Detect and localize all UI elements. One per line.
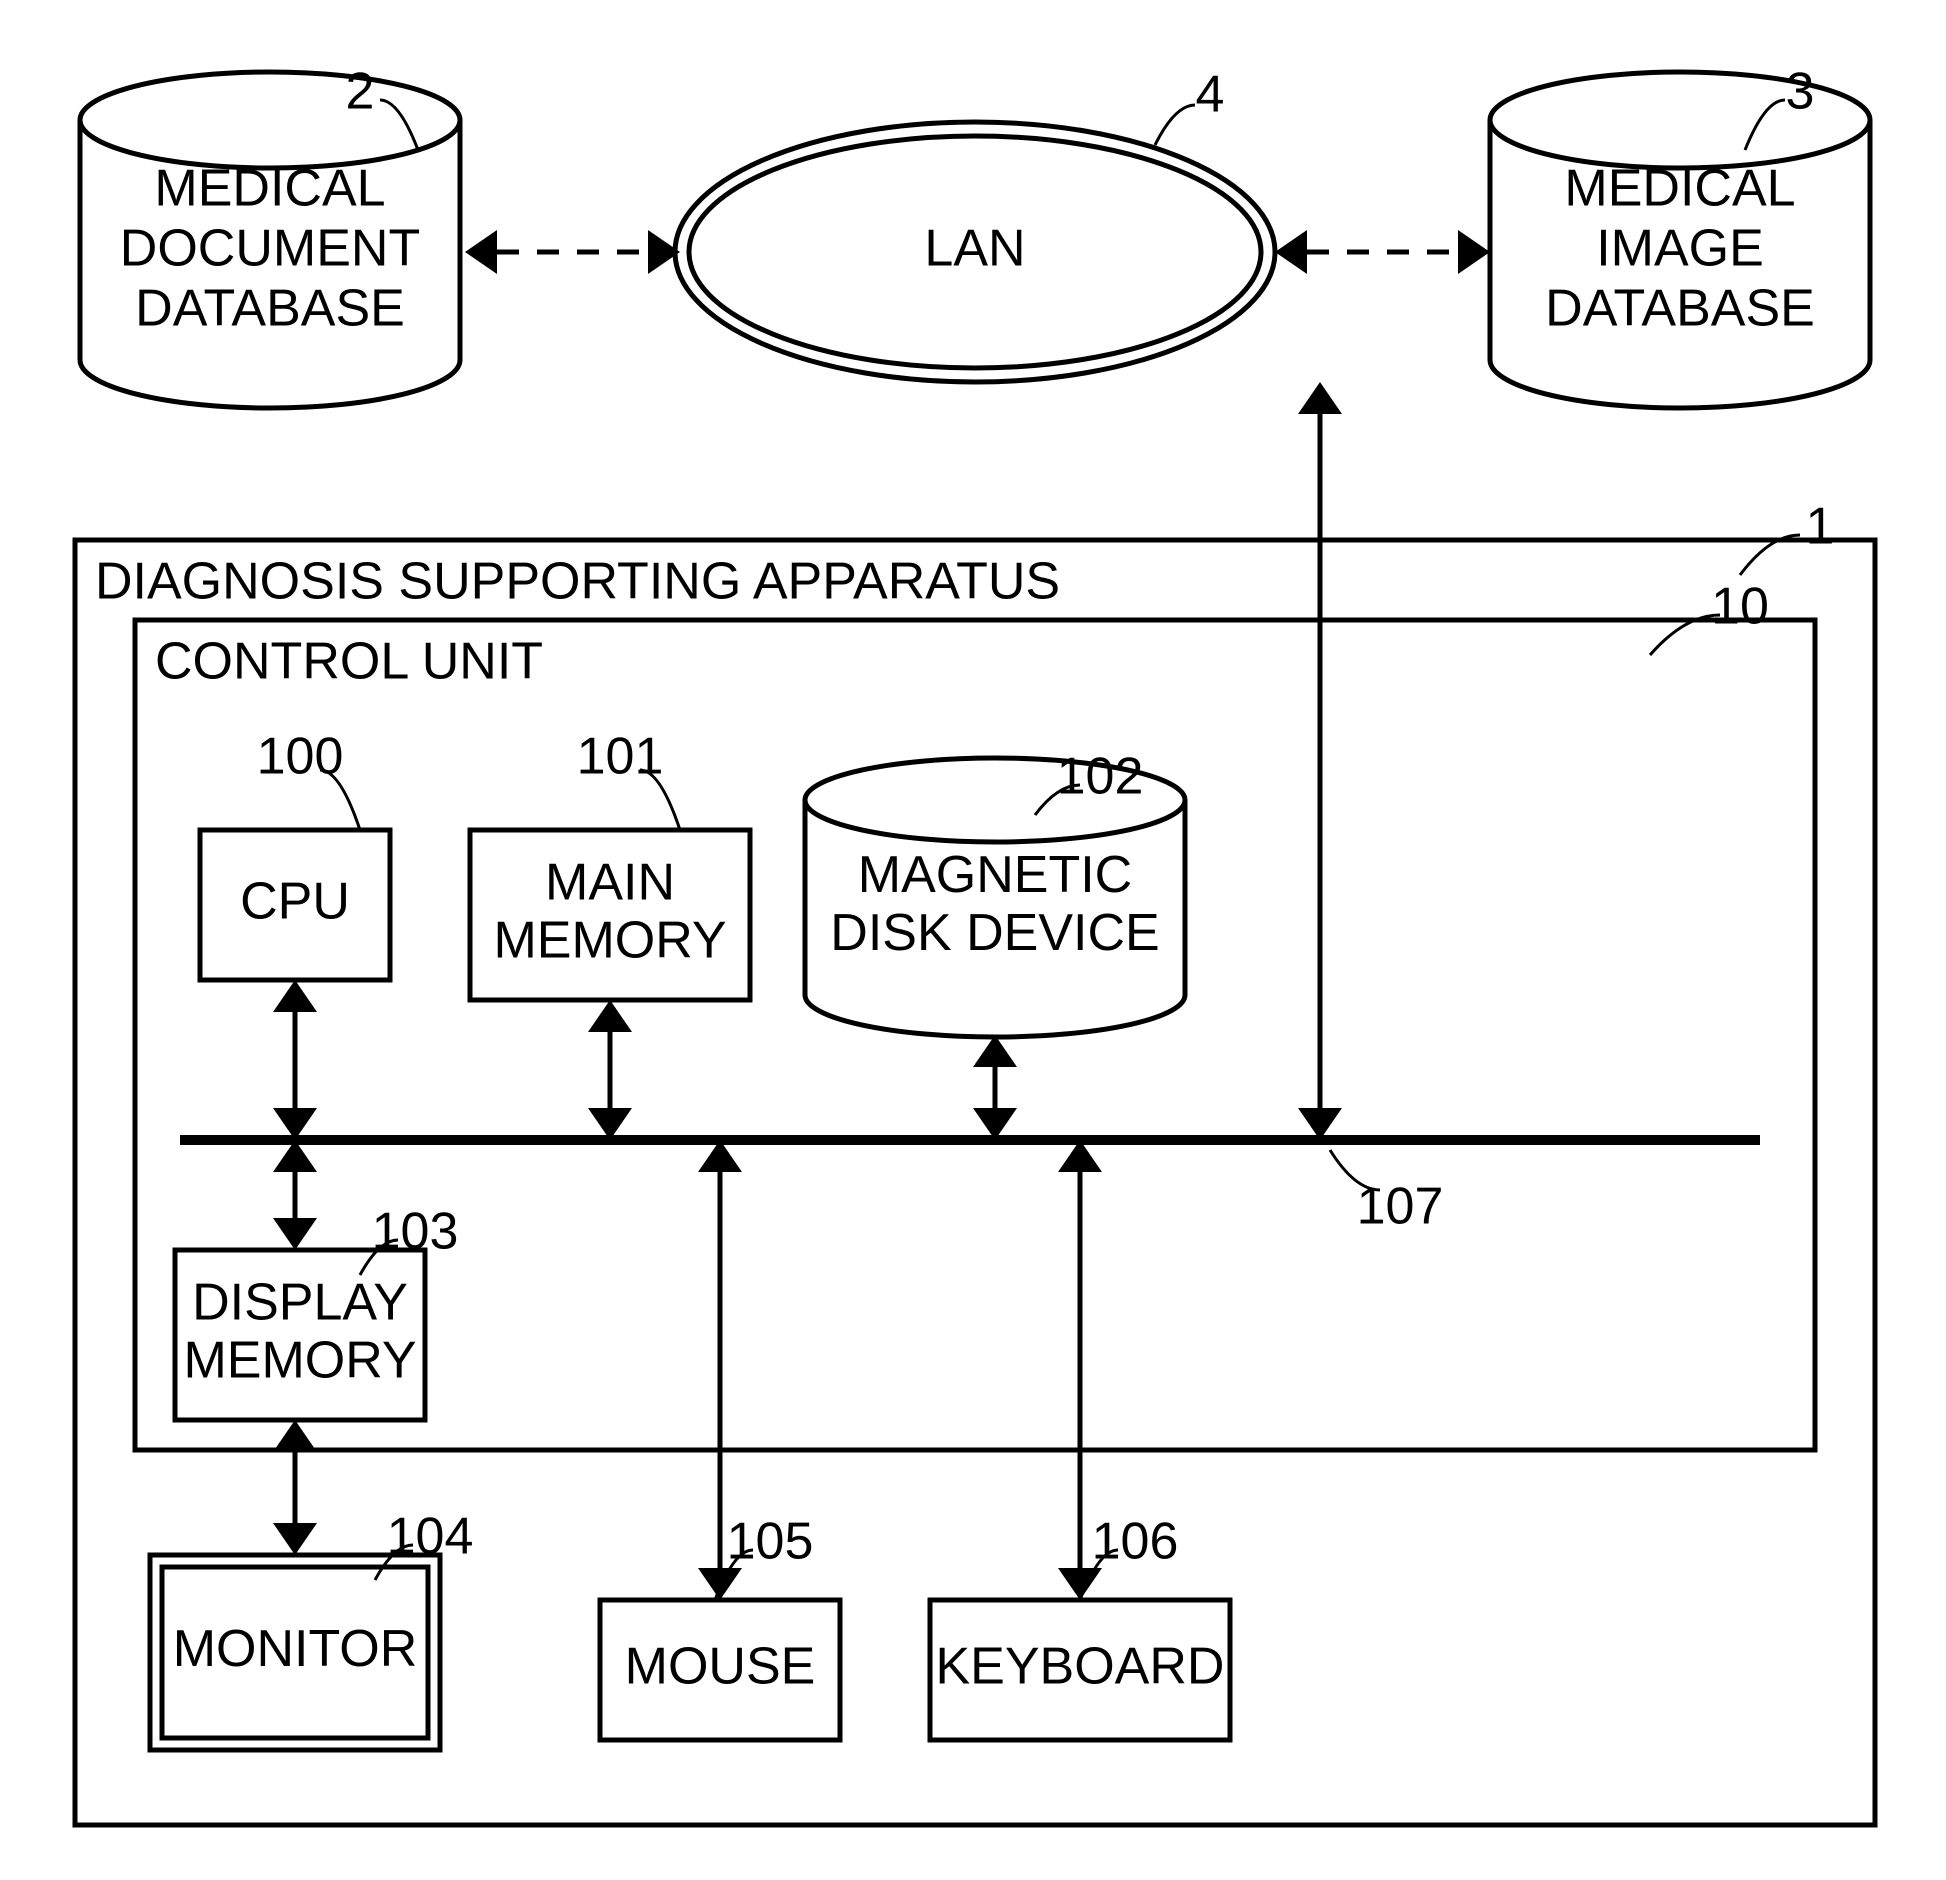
ref-100: 100 <box>257 728 344 786</box>
svg-text:IMAGE: IMAGE <box>1596 220 1764 278</box>
svg-text:DOCUMENT: DOCUMENT <box>120 220 420 278</box>
svg-text:MEDICAL: MEDICAL <box>1564 160 1795 218</box>
ref-102: 102 <box>1057 748 1144 806</box>
control-title: CONTROL UNIT <box>155 633 543 691</box>
ref-104: 104 <box>387 1508 474 1566</box>
svg-text:MAIN: MAIN <box>545 854 675 912</box>
ref-103: 103 <box>372 1203 459 1261</box>
ref-101: 101 <box>577 728 664 786</box>
ref-105: 105 <box>727 1513 814 1571</box>
svg-text:MOUSE: MOUSE <box>625 1638 816 1696</box>
svg-text:LAN: LAN <box>924 220 1025 278</box>
svg-text:MEMORY: MEMORY <box>183 1332 416 1390</box>
svg-text:MONITOR: MONITOR <box>173 1620 418 1678</box>
svg-text:MEMORY: MEMORY <box>493 912 726 970</box>
ref-10: 10 <box>1711 578 1769 636</box>
svg-text:DATABASE: DATABASE <box>1545 280 1815 338</box>
ref-106: 106 <box>1092 1513 1179 1571</box>
ref-3: 3 <box>1786 63 1815 121</box>
ref-1: 1 <box>1806 498 1835 556</box>
svg-text:KEYBOARD: KEYBOARD <box>936 1638 1225 1696</box>
svg-text:CPU: CPU <box>240 873 350 931</box>
outer-title: DIAGNOSIS SUPPORTING APPARATUS <box>95 553 1060 611</box>
svg-text:DISK DEVICE: DISK DEVICE <box>830 904 1159 962</box>
ref-107: 107 <box>1357 1178 1444 1236</box>
svg-text:DATABASE: DATABASE <box>135 280 405 338</box>
ref-2: 2 <box>346 63 375 121</box>
ref-4: 4 <box>1196 66 1225 124</box>
svg-text:MEDICAL: MEDICAL <box>154 160 385 218</box>
svg-text:DISPLAY: DISPLAY <box>192 1274 408 1332</box>
svg-text:MAGNETIC: MAGNETIC <box>858 846 1132 904</box>
